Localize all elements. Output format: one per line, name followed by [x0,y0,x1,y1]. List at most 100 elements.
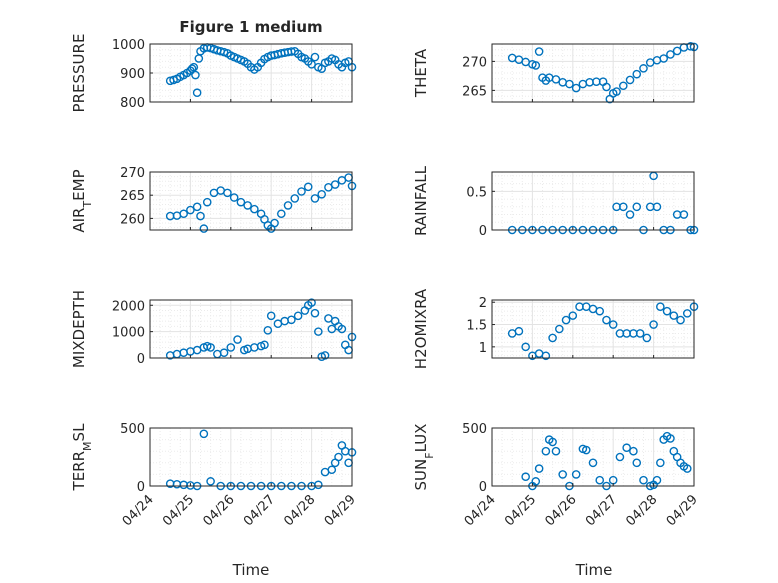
y-tick-label: 800 [120,96,145,111]
data-point [682,464,692,473]
y-tick-label: 1000 [112,326,145,341]
data-point [632,69,642,79]
data-point [581,445,591,455]
x-tick-label: 04/28 [623,492,660,529]
data-point [189,62,199,72]
data-point [565,79,574,89]
y-tick-label: 500 [462,422,487,437]
plot-area [150,172,352,230]
data-point [192,88,202,98]
data-point [337,324,347,334]
x-tick-label: 04/26 [543,492,580,529]
axes-box [491,171,695,231]
y-tick-label: 900 [120,67,145,82]
data-point [656,302,665,311]
plot-area [150,428,352,486]
y-tick-label: 1000 [112,38,145,53]
data-point [317,189,327,199]
data-point [293,311,303,321]
y-tick-label: 265 [462,84,487,99]
axes-box [149,427,353,487]
data-point [666,434,675,443]
data-point [233,335,242,344]
y-tick-label: 2 [479,296,487,311]
data-point [531,61,541,70]
y-tick-label: 0 [137,352,145,367]
data-point [588,458,598,468]
grid [149,299,353,359]
x-tick-label: 04/25 [160,492,197,529]
y-tick-label: 0 [479,480,487,495]
data-point [602,82,611,92]
data-point [521,472,530,482]
plot-area [492,172,694,230]
data-point [270,218,279,228]
data-point [639,64,648,73]
data-point [666,50,675,59]
x-tick-label: 04/24 [462,492,499,529]
data-point [541,351,551,361]
data-point [297,187,306,196]
y-axis-label: MIXDEPTH [70,290,88,368]
y-tick-label: 0 [479,224,487,239]
y-axis-label: THETA [412,48,430,98]
data-point [290,194,300,203]
x-axis-label-right: Time [575,561,613,579]
data-point [595,475,605,485]
data-point [659,54,669,63]
y-tick-label: 0 [137,480,145,495]
data-point [548,437,557,447]
data-point [629,446,638,456]
data-point [186,205,195,215]
data-point [287,315,296,325]
data-point [676,315,685,325]
y-axis-label: AIRTEMP [70,169,94,232]
data-point [223,188,232,198]
data-point [619,81,628,91]
data-point [656,458,665,468]
data-point [632,202,642,212]
data-point [571,83,581,93]
axes-box [491,299,695,359]
y-tick-label: 2000 [112,299,145,314]
data-point [595,306,605,316]
data-point [612,87,621,96]
data-point [334,452,343,462]
data-point [199,224,209,233]
y-axis-label: SUNFLUX [412,424,436,491]
x-tick-label: 04/27 [583,492,620,529]
data-point [682,309,692,318]
data-point [662,306,672,316]
data-point [649,320,658,329]
x-tick-label: 04/24 [120,492,157,529]
data-point [320,351,330,360]
panel-rainfall: 0 0.5 RAINFALL [412,165,699,239]
data-point [276,209,286,219]
data-point [632,458,642,468]
data-point [551,446,561,456]
y-tick-label: 260 [120,212,145,227]
data-point [571,470,581,479]
panel-mixdepth: 0 1000 2000 MIXDEPTH [70,290,357,368]
series-theta [507,42,699,104]
data-point [243,201,252,210]
panel-theta: 265 270 THETA [412,42,699,104]
data-point [330,180,340,189]
data-point [310,194,320,203]
data-point [608,320,618,329]
data-point [615,452,625,462]
data-point [672,46,682,56]
figure-title: Figure 1 medium [179,18,322,36]
data-point [531,477,541,486]
data-point [229,193,239,202]
data-point [558,470,568,479]
y-tick-label: 1 [479,341,487,356]
grid [491,172,695,231]
data-point [541,446,551,456]
x-tick-label: 04/29 [322,492,359,529]
y-tick-label: 265 [120,189,145,204]
panel-sun_flux: 0 500 04/24 04/25 04/26 04/27 04/28 04/29 SUNFLU… [412,422,701,529]
data-point [226,343,236,352]
data-point [534,47,544,56]
